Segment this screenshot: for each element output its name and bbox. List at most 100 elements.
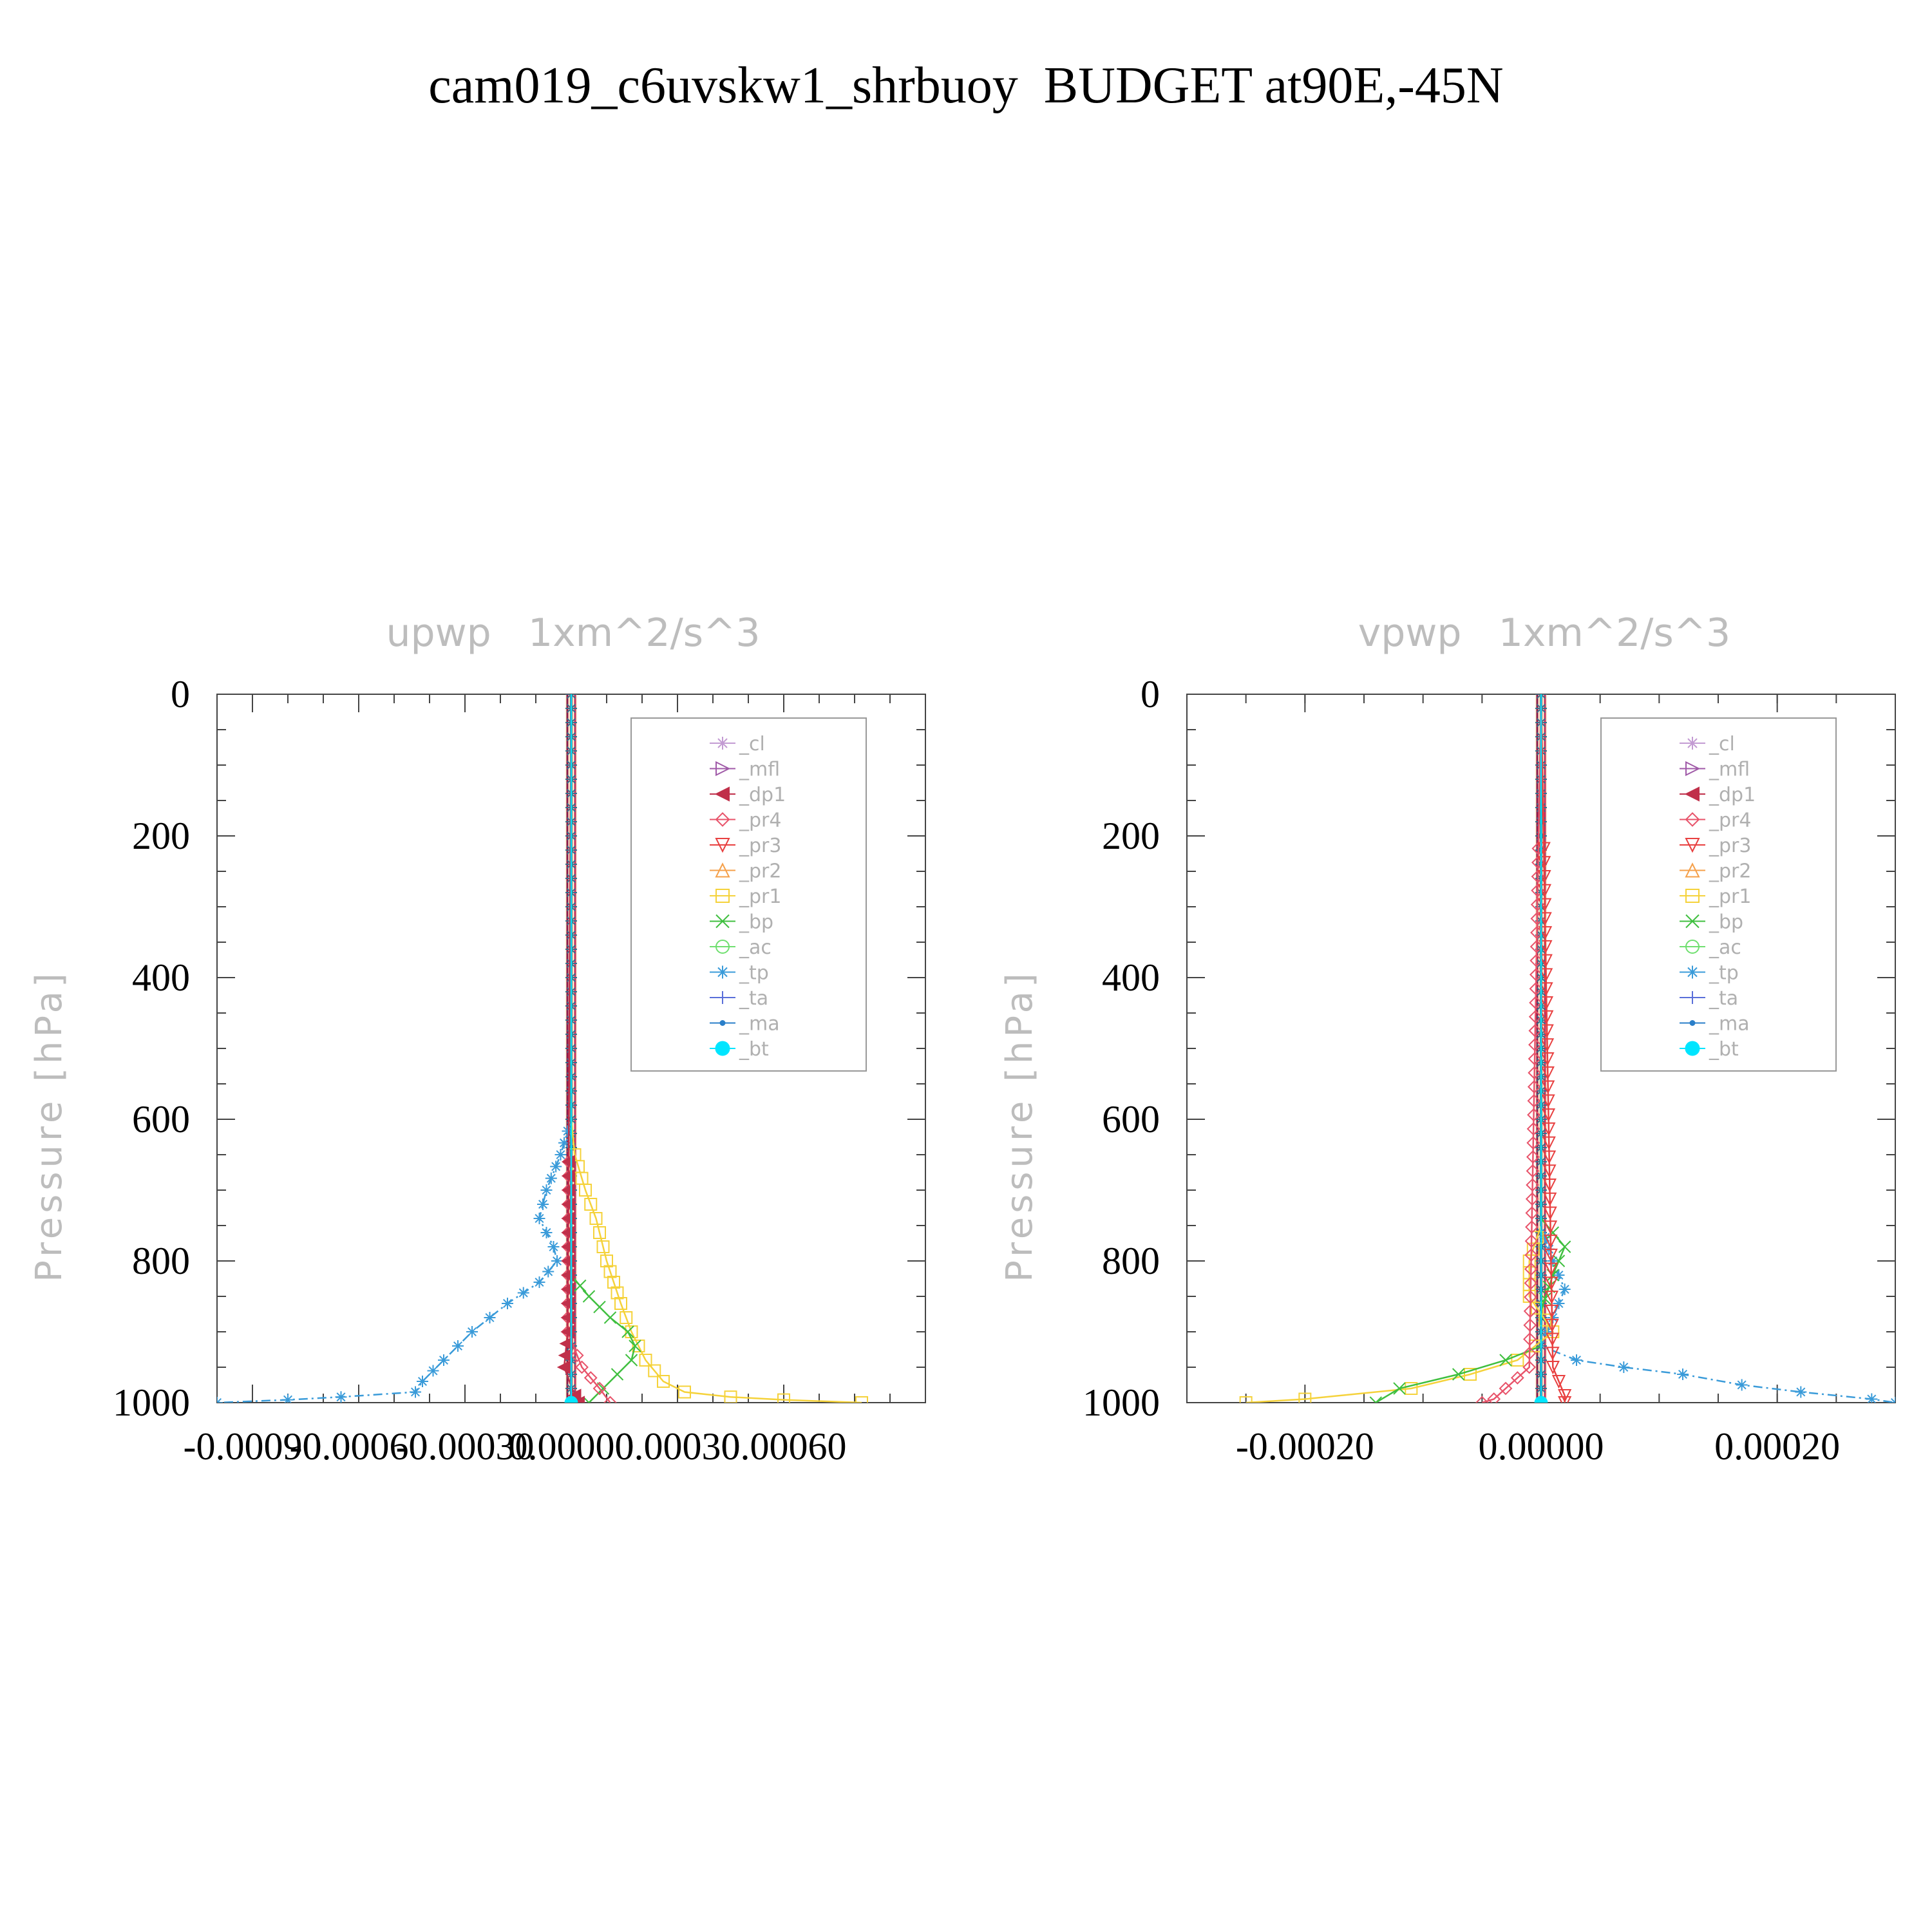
- legend-marker-cl: [1686, 737, 1699, 750]
- point-pr4: [1529, 968, 1543, 981]
- legend-marker-cl: [716, 737, 729, 750]
- point-pr3: [1543, 1206, 1557, 1220]
- point-tp: [217, 1397, 223, 1403]
- point-pr3: [1543, 1220, 1558, 1235]
- point-pr4: [1527, 1094, 1541, 1108]
- point-pr1: [678, 1385, 691, 1399]
- legend-label: _bt: [739, 1038, 769, 1061]
- point-pr4: [1531, 855, 1545, 869]
- legend-label: _pr4: [739, 810, 781, 832]
- point-pr3: [1544, 1262, 1558, 1276]
- point-tp: [1553, 1298, 1565, 1309]
- point-tp: [558, 1137, 570, 1149]
- point-tp: [410, 1386, 421, 1398]
- point-pr3: [1539, 996, 1554, 1010]
- x-tick-label: 0.00030: [615, 1425, 741, 1468]
- data-layer: [1239, 694, 1895, 1403]
- x-tick-label: -0.00030: [396, 1425, 535, 1468]
- point-pr3: [1558, 1396, 1572, 1403]
- data-layer: [217, 694, 868, 1403]
- point-tp: [417, 1376, 428, 1387]
- point-pr4: [1529, 981, 1543, 996]
- point-tp: [1618, 1361, 1630, 1373]
- point-tp: [335, 1391, 347, 1403]
- point-pr1: [614, 1297, 627, 1310]
- point-pr3: [1541, 1108, 1556, 1122]
- point-pr1: [724, 1390, 737, 1403]
- point-pr4: [1487, 1392, 1501, 1403]
- legend-marker-ac: [1685, 940, 1700, 954]
- legend-marker-tp: [716, 965, 729, 979]
- legend-marker-pr2: [715, 862, 730, 878]
- legend-label: _dp1: [739, 784, 786, 806]
- point-pr3: [1558, 1389, 1572, 1403]
- point-bp: [574, 1279, 587, 1293]
- legend-label: _bp: [1709, 911, 1743, 934]
- point-pr4: [603, 1396, 617, 1403]
- y-tick-label: 200: [1102, 815, 1160, 857]
- point-bp: [625, 1354, 638, 1367]
- legend-label: _ma: [1709, 1013, 1750, 1036]
- point-pr3: [1540, 1066, 1555, 1081]
- point-pr1: [632, 1340, 645, 1352]
- point-pr4: [1528, 1024, 1542, 1037]
- legend-marker-pr1: [715, 889, 730, 903]
- point-pr3: [1538, 912, 1552, 926]
- point-pr4: [1525, 1220, 1539, 1234]
- point-pr4: [1528, 1037, 1542, 1052]
- point-pr1: [593, 1226, 606, 1239]
- point-tp: [545, 1172, 557, 1184]
- point-pr4: [1510, 1371, 1524, 1385]
- point-pr4: [1523, 1318, 1537, 1332]
- x-tick-label: 0.00020: [1714, 1425, 1840, 1468]
- point-tp: [517, 1287, 529, 1299]
- y-tick-label: 600: [132, 1098, 190, 1141]
- point-bp: [596, 1382, 610, 1395]
- point-pr3: [1541, 1080, 1555, 1094]
- point-pr4: [1523, 1332, 1537, 1346]
- legend-marker-ma: [1689, 1020, 1696, 1026]
- y-tick-label: 0: [1141, 673, 1160, 715]
- point-pr3: [1544, 1276, 1558, 1291]
- point-pr1: [603, 1265, 617, 1278]
- point-pr4: [1523, 1304, 1537, 1318]
- point-tp: [1547, 1255, 1559, 1267]
- point-tp: [1547, 1312, 1559, 1323]
- point-pr3: [1551, 1375, 1566, 1389]
- point-pr4: [1526, 1164, 1540, 1178]
- legend-label: _ma: [739, 1013, 780, 1036]
- point-tp: [1736, 1379, 1748, 1391]
- y-tick-label: 400: [132, 956, 190, 999]
- point-pr1: [611, 1286, 624, 1300]
- point-pr3: [1539, 982, 1553, 996]
- legend-marker-dp1: [714, 786, 730, 802]
- point-pr4: [1524, 1262, 1538, 1276]
- point-tp: [452, 1340, 464, 1352]
- point-tp: [502, 1298, 513, 1309]
- legend-marker-pr4: [1685, 812, 1700, 827]
- point-tp: [1677, 1368, 1689, 1380]
- point-tp: [1866, 1393, 1878, 1403]
- point-pr4: [1528, 1066, 1542, 1080]
- legend-label: _pr3: [739, 835, 781, 857]
- legend-label: _pr3: [1709, 835, 1751, 857]
- point-pr3: [1540, 1010, 1554, 1024]
- point-tp: [484, 1312, 496, 1323]
- point-pr3: [1545, 1304, 1559, 1319]
- legend-marker-bt: [1685, 1041, 1700, 1056]
- series-line-pr1: [1245, 694, 1554, 1403]
- point-pr3: [1539, 940, 1553, 954]
- point-pr3: [1539, 968, 1553, 982]
- point-bt: [564, 1396, 578, 1403]
- y-tick-label: 1000: [113, 1381, 190, 1424]
- legend-label: _pr1: [1709, 886, 1751, 908]
- point-pr3: [1542, 1150, 1557, 1164]
- point-pr4: [1525, 1192, 1539, 1206]
- y-tick-label: 800: [1102, 1240, 1160, 1282]
- series-line-tp: [217, 694, 573, 1403]
- point-pr4: [1526, 1150, 1540, 1164]
- x-tick-label: 0.00060: [721, 1425, 847, 1468]
- y-tick-label: 1000: [1083, 1381, 1160, 1424]
- point-pr3: [1540, 1038, 1555, 1052]
